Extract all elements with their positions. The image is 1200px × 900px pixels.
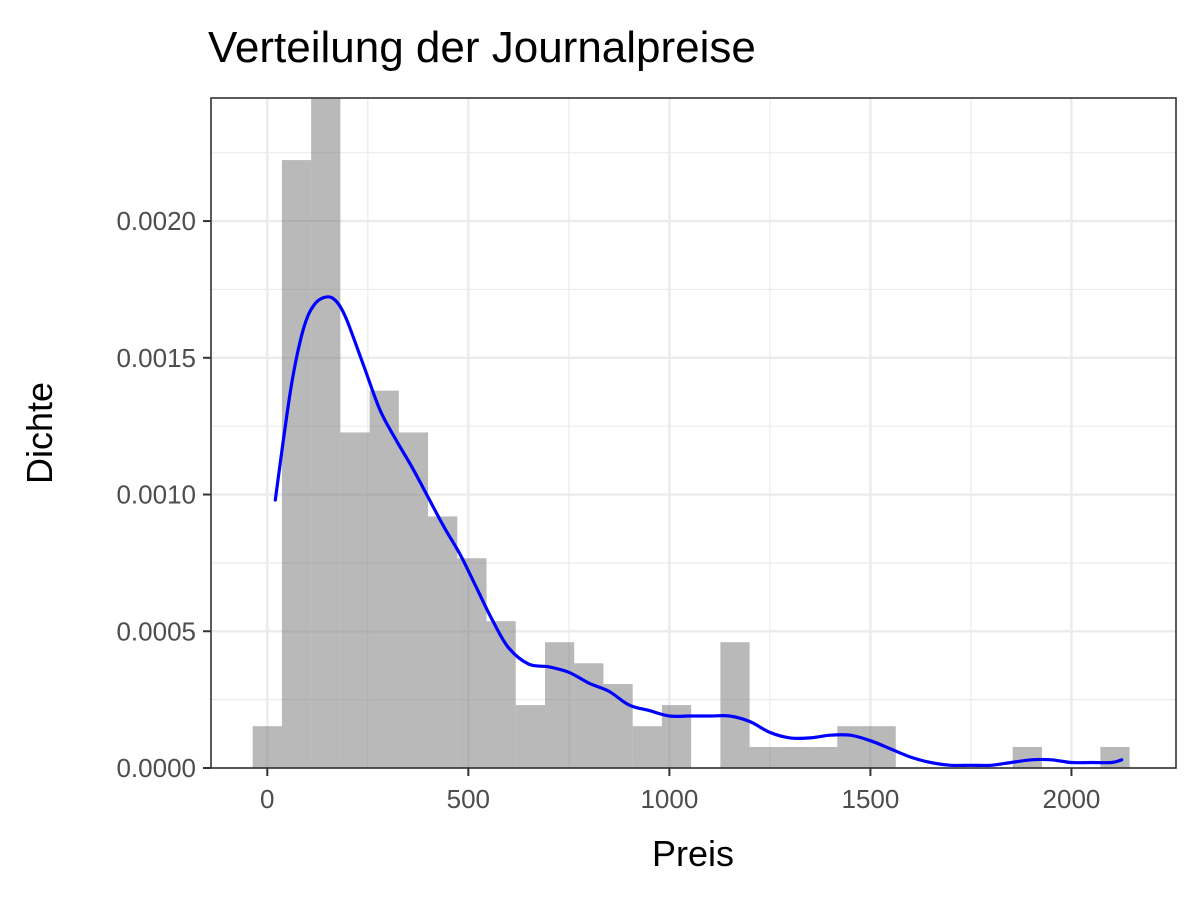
histogram-bar	[252, 726, 282, 768]
y-axis-title: Dichte	[19, 382, 60, 484]
histogram-bar	[398, 432, 429, 768]
density-curve-layer	[273, 295, 1124, 768]
x-tick-label: 1000	[640, 784, 698, 814]
histogram-bar	[632, 726, 662, 768]
histogram-bar	[808, 746, 838, 768]
y-axis-tick-labels: 0.0000 0.0005 0.0010 0.0015 0.0020	[116, 206, 196, 783]
histogram-bar	[457, 558, 487, 768]
histogram-bar	[866, 726, 896, 768]
plot-panel-border	[210, 97, 1177, 769]
y-tick-label: 0.0005	[116, 616, 196, 646]
histogram-bar	[574, 663, 604, 768]
y-tick-label: 0.0015	[116, 343, 196, 373]
x-tick-label: 0	[260, 784, 274, 814]
histogram-bar	[311, 98, 341, 768]
y-tick-label: 0.0010	[116, 480, 196, 510]
histogram-bar	[837, 726, 867, 768]
histogram-bars	[252, 98, 1130, 769]
density-curve	[273, 295, 1124, 768]
histogram-bar	[281, 160, 312, 769]
histogram-bar	[1012, 746, 1042, 768]
y-tick-label: 0.0020	[116, 206, 196, 236]
histogram-bar	[369, 390, 399, 768]
histogram-bar	[778, 746, 809, 768]
y-tick-label: 0.0000	[116, 753, 196, 783]
x-tick-label: 1500	[841, 784, 899, 814]
histogram-bar	[486, 621, 516, 768]
histogram-bar	[515, 705, 545, 768]
chart-title: Verteilung der Journalpreise	[208, 23, 756, 72]
histogram-bar	[1100, 746, 1130, 768]
histogram-bar	[544, 642, 575, 768]
x-tick-label: 2000	[1043, 784, 1101, 814]
x-axis-title: Preis	[652, 833, 734, 874]
x-tick-label: 500	[447, 784, 490, 814]
axis-ticks	[203, 220, 1073, 776]
histogram-bar	[720, 642, 750, 768]
histogram-bar	[340, 432, 370, 768]
x-axis-tick-labels: 0 500 1000 1500 2000	[260, 784, 1100, 814]
histogram-bar	[749, 746, 779, 768]
histogram-bar	[428, 516, 458, 768]
